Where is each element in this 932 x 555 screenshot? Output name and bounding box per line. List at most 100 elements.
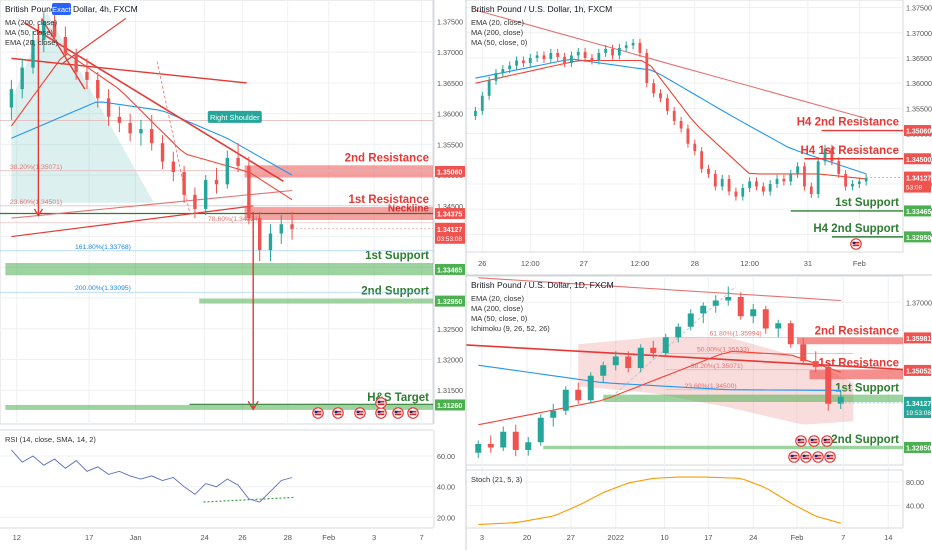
h1-candle	[597, 52, 601, 61]
0-price-tick: 1.36500	[437, 79, 463, 88]
h1-candle	[659, 93, 662, 99]
h1-level-tag-text: 1.32950	[906, 235, 931, 242]
event-flag-icon[interactable]	[332, 407, 344, 419]
h4-candle	[31, 39, 35, 68]
h1-time-tick: Feb	[853, 259, 866, 268]
h4-candle	[20, 67, 24, 90]
stoch-tick: 40.00	[906, 502, 924, 511]
event-flag-icon[interactable]	[850, 238, 862, 250]
0-price-tick: 1.35500	[437, 140, 463, 149]
h1-candle	[487, 80, 491, 96]
stoch-tick: 80.00	[906, 478, 924, 487]
rsi-tick: 40.00	[437, 483, 455, 492]
event-flag-icon[interactable]	[788, 451, 800, 463]
h4-candle	[160, 143, 165, 162]
d1-indicator-label: MA (50, close, 0)	[471, 314, 528, 323]
h1-candle	[720, 178, 724, 187]
h4-fib-label: 38.20%(1.35071)	[10, 164, 62, 171]
h1-candle	[700, 151, 704, 169]
h1-candle	[631, 42, 635, 46]
d1-candle	[687, 313, 694, 327]
d1-candle	[587, 375, 594, 401]
d1-ichimoku-cloud	[578, 337, 854, 425]
event-flag-icon[interactable]	[821, 435, 833, 447]
h4-neckline-label: Neckline	[388, 204, 430, 215]
h4-time-tick: 24	[200, 533, 208, 542]
h4-fib-anchor	[156, 61, 190, 213]
d1-candle	[675, 326, 682, 338]
d1-level-label: 2nd Support	[831, 434, 899, 446]
h1-candle	[611, 48, 614, 56]
h1-candle	[796, 166, 800, 174]
h1-frame	[465, 0, 904, 253]
h4-fib-label: 161.80%(1.33768)	[75, 244, 131, 251]
h1-candle	[549, 52, 553, 59]
event-flag-icon[interactable]	[812, 451, 824, 463]
h4-candle	[182, 172, 186, 195]
h1-candle	[576, 51, 580, 56]
event-flag-icon[interactable]	[808, 435, 820, 447]
0-price-tick: 1.31500	[437, 386, 463, 395]
2-price-tick: 1.37000	[906, 298, 932, 307]
d1-fib-label: 38.20%(1.35071)	[691, 363, 743, 370]
h1-candle	[508, 65, 512, 70]
h1-candle	[563, 56, 566, 63]
h1-level-tag	[904, 153, 931, 165]
h1-countdown-text: 53:08	[906, 185, 922, 192]
h4-level-zone	[199, 298, 433, 304]
h4-candle	[128, 122, 132, 134]
h4-candle	[171, 161, 176, 173]
event-flag-icon[interactable]	[824, 451, 836, 463]
event-flag-icon[interactable]	[800, 451, 812, 463]
h4-candle	[139, 129, 143, 134]
h4-countdown-text: 03:53:08	[437, 236, 462, 243]
d1-indicator-label: EMA (20, close)	[471, 294, 524, 303]
h1-candle	[645, 52, 649, 84]
h4-candle	[236, 157, 240, 166]
h1-candle	[707, 168, 710, 174]
h4-level-tag	[435, 208, 465, 220]
d1-candle	[762, 309, 769, 329]
h1-candle	[768, 183, 772, 192]
h1-candle	[569, 55, 573, 63]
h1-candle	[501, 69, 505, 74]
event-flag-icon[interactable]	[354, 407, 366, 419]
d1-time-tick: 2022	[607, 533, 624, 542]
h4-level-tag	[435, 165, 465, 177]
event-flag-icon[interactable]	[312, 407, 324, 419]
event-flag-icon[interactable]	[795, 435, 807, 447]
h1-candle	[638, 42, 642, 53]
d1-time-tick: 10	[660, 533, 668, 542]
h1-current-price-tag	[904, 171, 931, 193]
h1-level-label: H4 2nd Support	[813, 223, 899, 235]
event-flag-icon[interactable]	[392, 407, 404, 419]
event-flag-icon[interactable]	[407, 407, 419, 419]
d1-candle	[500, 431, 507, 448]
h1-candle	[480, 95, 484, 111]
d1-ma200-line	[478, 277, 841, 302]
h1-level-label: H4 2nd Resistance	[797, 117, 899, 129]
1-price-tick: 1.36000	[906, 79, 932, 88]
0-price-tick: 1.32500	[437, 325, 463, 334]
d1-candle	[475, 444, 482, 453]
h4-panel: 1.37500 1.37000 1.36500 1.36000 1.35500 1.350…	[0, 0, 465, 542]
h1-candle	[830, 148, 834, 162]
event-flag-icon[interactable]	[375, 407, 387, 419]
d1-candle	[800, 344, 807, 362]
h4-right-shoulder-badge	[207, 110, 262, 123]
h4-level-tag	[435, 399, 465, 411]
h1-candle	[583, 51, 587, 58]
event-flag-icon[interactable]	[375, 397, 387, 409]
h4-candle	[257, 218, 262, 251]
d1-candle	[512, 431, 519, 450]
h1-candle	[803, 166, 806, 187]
d1-level-tag	[904, 332, 931, 344]
d1-level-zone	[603, 394, 903, 402]
h4-time-tick: 26	[238, 533, 246, 542]
h4-level-label: 1st Support	[365, 250, 429, 262]
h4-title-badge[interactable]: Exact	[52, 5, 72, 14]
